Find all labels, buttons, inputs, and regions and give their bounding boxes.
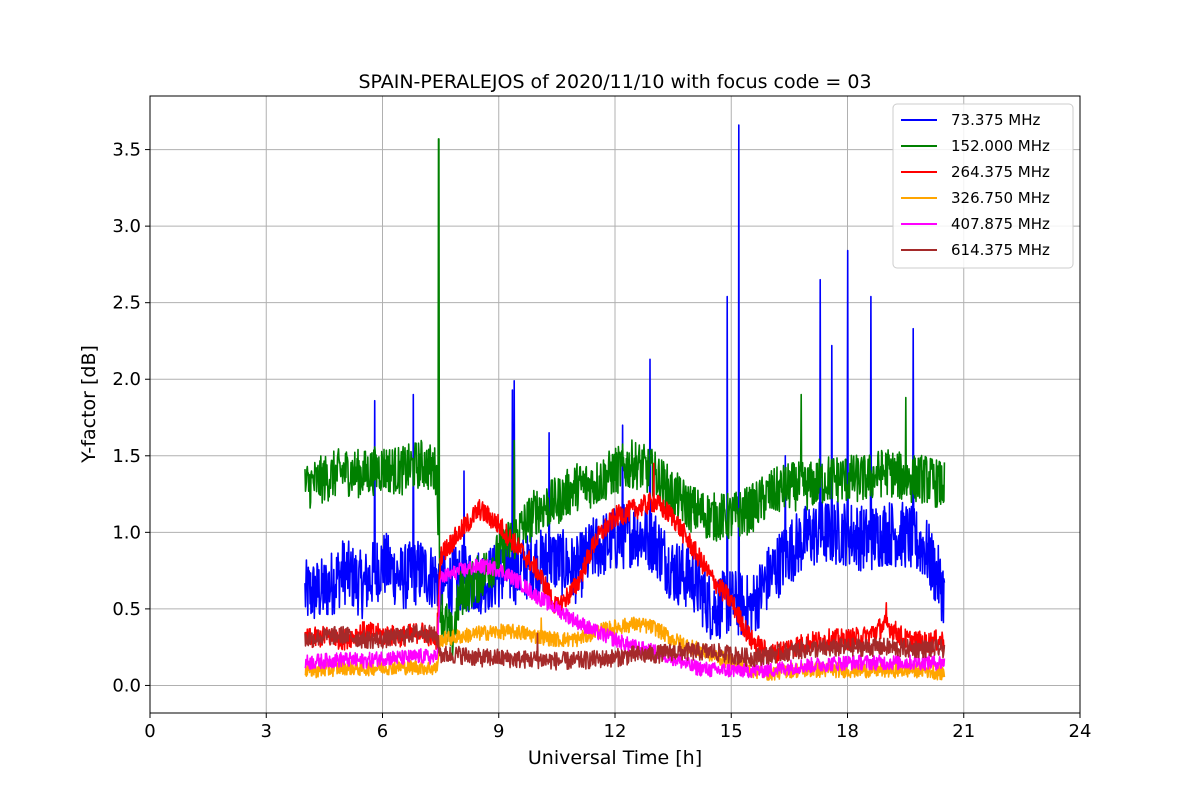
legend: 73.375 MHz 152.000 MHz 264.375 MHz 326.750 … bbox=[892, 103, 1074, 269]
x-tick-label: 12 bbox=[604, 721, 627, 742]
y-tick-label: 3.5 bbox=[112, 140, 141, 161]
x-tick-label: 18 bbox=[836, 721, 859, 742]
y-tick-label: 1.5 bbox=[112, 446, 141, 467]
x-tick-label: 6 bbox=[377, 721, 388, 742]
plot-area bbox=[304, 124, 946, 681]
x-tick-label: 3 bbox=[261, 721, 272, 742]
legend-label-5: 614.375 MHz bbox=[951, 241, 1050, 259]
series-line-1 bbox=[304, 138, 946, 659]
y-tick-label: 2.0 bbox=[112, 369, 141, 390]
x-tick-label: 15 bbox=[720, 721, 743, 742]
x-tick-label: 0 bbox=[144, 721, 155, 742]
legend-label-1: 152.000 MHz bbox=[951, 137, 1050, 155]
chart-title: SPAIN-PERALEJOS of 2020/11/10 with focus… bbox=[358, 71, 871, 93]
legend-label-2: 264.375 MHz bbox=[951, 163, 1050, 181]
legend-label-3: 326.750 MHz bbox=[951, 189, 1050, 207]
series-lines bbox=[304, 124, 946, 681]
x-axis-label: Universal Time [h] bbox=[528, 747, 702, 769]
x-axis-ticks: 0 3 6 9 12 15 18 21 24 bbox=[144, 713, 1091, 742]
y-tick-label: 3.0 bbox=[112, 216, 141, 237]
x-tick-label: 21 bbox=[952, 721, 975, 742]
y-axis-label: Y-factor [dB] bbox=[78, 345, 100, 464]
y-tick-label: 0.5 bbox=[112, 599, 141, 620]
y-tick-label: 2.5 bbox=[112, 293, 141, 314]
y-axis-ticks: 0.0 0.5 1.0 1.5 2.0 2.5 3.0 3.5 bbox=[112, 140, 150, 696]
series-line-4 bbox=[304, 558, 946, 679]
series-line-5 bbox=[304, 624, 946, 671]
legend-box bbox=[892, 103, 1074, 269]
y-tick-label: 1.0 bbox=[112, 522, 141, 543]
x-tick-label: 9 bbox=[493, 721, 504, 742]
legend-label-0: 73.375 MHz bbox=[951, 111, 1040, 129]
y-tick-label: 0.0 bbox=[112, 675, 141, 696]
legend-label-4: 407.875 MHz bbox=[951, 215, 1050, 233]
x-tick-label: 24 bbox=[1069, 721, 1092, 742]
